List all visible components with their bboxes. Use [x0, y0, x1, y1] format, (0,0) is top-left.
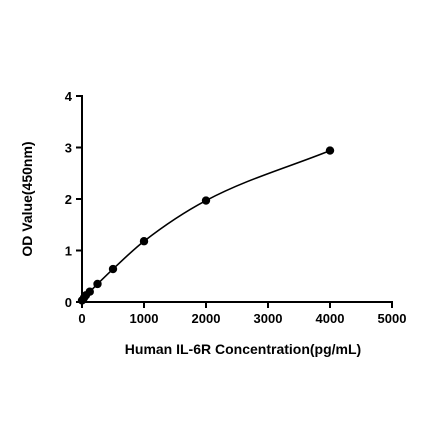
x-tick-label: 3000: [254, 311, 283, 326]
data-point: [201, 196, 211, 205]
y-tick-label: 1: [65, 244, 72, 259]
data-points: [77, 146, 335, 305]
fit-curve-layer: [81, 149, 331, 301]
x-tick-label: 4000: [316, 311, 345, 326]
y-axis-ticks: 0 1 2 3 4: [65, 89, 82, 310]
x-tick-label: 2000: [192, 311, 221, 326]
x-tick-label: 1000: [130, 311, 159, 326]
axes: [81, 95, 393, 303]
data-point: [325, 146, 335, 155]
y-axis-title: OD Value(450nm): [19, 141, 35, 256]
x-tick-label: 0: [78, 311, 85, 326]
y-tick-label: 3: [65, 141, 72, 156]
data-point: [85, 287, 94, 296]
x-tick-label: 5000: [378, 311, 407, 326]
x-axis-title: Human IL-6R Concentration(pg/mL): [125, 341, 361, 357]
y-tick-label: 4: [65, 89, 73, 104]
y-tick-label: 2: [65, 192, 72, 207]
x-axis-ticks: 0 1000 2000 3000 4000 5000: [78, 302, 406, 326]
y-tick-label: 0: [65, 295, 72, 310]
data-point: [139, 237, 149, 246]
data-point: [93, 279, 102, 289]
fit-curve: [81, 149, 331, 301]
data-point: [108, 264, 118, 274]
